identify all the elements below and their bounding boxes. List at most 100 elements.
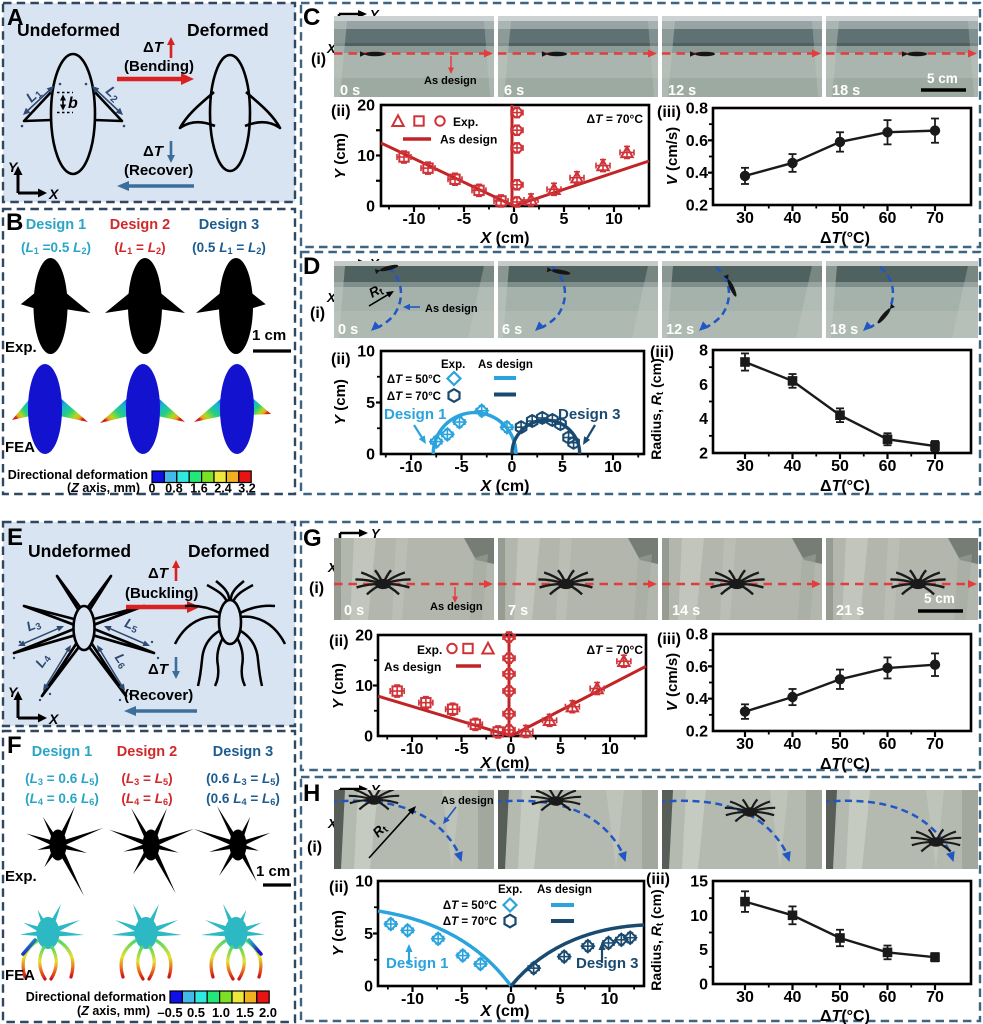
svg-text:5: 5 [364,926,373,943]
svg-text:6: 6 [699,377,708,394]
svg-text:Design 2: Design 2 [117,744,177,760]
svg-text:ΔT = 70°C: ΔT = 70°C [587,112,644,126]
svg-text:ΔT: ΔT [143,39,165,56]
svg-text:(i): (i) [309,580,324,597]
svg-text:X (cm): X (cm) [480,755,530,772]
svg-text:20: 20 [355,628,373,645]
svg-text:(i): (i) [310,305,325,322]
svg-text:V (cm/s): V (cm/s) [664,653,681,711]
svg-text:(L1 =0.5 L2): (L1 =0.5 L2) [21,240,91,256]
svg-text:0.5: 0.5 [187,1005,205,1020]
svg-text:20: 20 [357,98,375,115]
svg-text:Exp.: Exp. [5,868,37,885]
svg-text:(i): (i) [307,839,322,856]
svg-text:Radius, Rt (cm): Radius, Rt (cm) [648,889,666,990]
svg-text:2.4: 2.4 [214,482,231,496]
svg-text:X: X [327,816,338,831]
svg-text:Design 2: Design 2 [110,217,170,233]
svg-text:Radius, Rt (cm): Radius, Rt (cm) [648,358,666,459]
svg-text:5 cm: 5 cm [927,71,958,86]
svg-text:(iii): (iii) [657,104,681,121]
svg-text:0: 0 [510,211,519,228]
svg-text:(ii): (ii) [331,351,351,368]
svg-text:(L4 = 0.6 L6): (L4 = 0.6 L6) [25,791,99,807]
svg-text:Exp.: Exp. [5,339,37,356]
svg-text:Rt: Rt [366,281,386,302]
svg-text:X: X [326,290,337,305]
svg-text:7 s: 7 s [508,603,528,619]
svg-text:10: 10 [357,148,375,165]
svg-text:(Buckling): (Buckling) [125,585,198,602]
svg-text:H: H [303,780,320,807]
svg-text:X (cm): X (cm) [480,230,530,247]
svg-text:0.2: 0.2 [686,724,708,741]
svg-text:12 s: 12 s [668,83,696,99]
svg-text:As design: As design [424,75,477,87]
svg-text:40: 40 [784,210,802,227]
svg-text:E: E [7,524,23,551]
svg-text:5 cm: 5 cm [924,591,955,606]
svg-text:(L3 = 0.6 L5): (L3 = 0.6 L5) [25,771,99,787]
svg-text:0: 0 [366,199,375,216]
svg-text:ΔT: ΔT [148,565,170,582]
svg-text:G: G [303,525,322,552]
svg-text:21 s: 21 s [836,603,864,619]
svg-text:10: 10 [355,678,373,695]
svg-text:–0.5: –0.5 [157,1005,182,1020]
svg-text:10: 10 [601,741,619,758]
svg-text:(0.6 L4 = L6): (0.6 L4 = L6) [206,791,280,807]
svg-text:18 s: 18 s [832,83,860,99]
svg-text:(L3 = L5): (L3 = L5) [121,771,172,787]
svg-text:Design 3: Design 3 [199,217,259,233]
svg-text:30: 30 [736,989,754,1006]
svg-text:Y (cm): Y (cm) [330,663,347,709]
svg-text:6 s: 6 s [502,322,522,338]
svg-text:0.2: 0.2 [686,198,708,215]
svg-text:(iii): (iii) [650,344,674,361]
svg-text:ΔT: ΔT [143,143,165,160]
svg-text:As design: As design [384,660,441,674]
svg-text:Y: Y [8,159,19,175]
svg-text:Exp.: Exp. [441,359,465,371]
svg-text:-5: -5 [455,991,469,1008]
svg-text:Y (cm): Y (cm) [332,379,349,425]
svg-text:60: 60 [879,736,897,753]
svg-text:0: 0 [149,482,156,496]
svg-text:F: F [7,732,22,759]
svg-text:(Z axis, mm): (Z axis, mm) [77,1004,150,1018]
svg-text:FEA: FEA [5,439,35,456]
svg-text:-5: -5 [457,211,471,228]
svg-text:X: X [48,186,60,202]
svg-text:Deformed: Deformed [187,20,269,40]
svg-text:0: 0 [507,991,516,1008]
svg-text:50: 50 [831,989,849,1006]
svg-text:-5: -5 [454,459,468,476]
svg-text:(L1 = L2): (L1 = L2) [114,240,165,256]
svg-text:5: 5 [366,395,375,412]
svg-text:12 s: 12 s [666,322,694,338]
svg-text:30: 30 [736,736,754,753]
svg-text:A: A [7,4,24,30]
svg-text:ΔT = 70°C: ΔT = 70°C [387,391,441,403]
svg-text:Design 1: Design 1 [386,955,449,972]
svg-text:(ii): (ii) [329,633,349,650]
svg-text:1.5: 1.5 [236,1005,254,1020]
svg-text:0.8: 0.8 [165,482,182,496]
svg-text:3.2: 3.2 [238,482,255,496]
svg-text:4: 4 [699,411,708,428]
svg-text:Y (cm): Y (cm) [332,133,349,179]
svg-text:X (cm): X (cm) [480,1003,530,1020]
svg-text:40: 40 [784,736,802,753]
svg-text:10: 10 [355,874,373,891]
svg-text:ΔT(°C): ΔT(°C) [820,756,870,773]
svg-text:ΔT(°C): ΔT(°C) [820,230,870,247]
svg-text:(i): (i) [311,51,326,68]
svg-text:(ii): (ii) [331,103,351,120]
svg-text:Design 1: Design 1 [384,406,447,423]
svg-text:Design 1: Design 1 [26,217,86,233]
svg-text:50: 50 [831,736,849,753]
svg-text:ΔT: ΔT [148,661,170,678]
svg-text:40: 40 [784,458,802,475]
svg-text:Deformed: Deformed [188,541,270,561]
svg-text:1 cm: 1 cm [256,863,290,880]
